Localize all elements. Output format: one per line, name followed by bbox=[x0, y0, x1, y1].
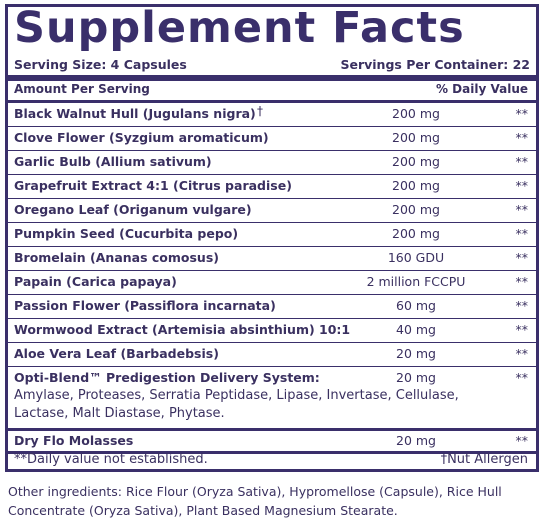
last-row-amount: 20 mg bbox=[396, 433, 436, 448]
ingredient-name: Pumpkin Seed (Cucurbita pepo) bbox=[14, 226, 239, 241]
ingredient-dv: ** bbox=[515, 226, 529, 241]
blend-row: Opti-Blend™ Predigestion Delivery System… bbox=[8, 367, 536, 429]
ingredient-amount: 200 mg bbox=[392, 202, 440, 217]
blend-description: Amylase, Proteases, Serratia Peptidase, … bbox=[14, 388, 459, 421]
servings-per-container: Servings Per Container: 22 bbox=[340, 57, 530, 72]
ingredient-dv: ** bbox=[515, 202, 529, 217]
ingredient-row: Papain (Carica papaya) 2 million FCCPU ** bbox=[8, 271, 536, 295]
header-divider bbox=[8, 100, 536, 103]
ingredient-dv: ** bbox=[515, 154, 529, 169]
footer-divider bbox=[8, 451, 536, 454]
serving-size: Serving Size: 4 Capsules bbox=[14, 57, 187, 72]
last-row-dv: ** bbox=[515, 433, 529, 448]
ingredient-dv: ** bbox=[515, 322, 529, 337]
ingredient-row: Black Walnut Hull (Jugulans nigra) † 200 m… bbox=[8, 103, 536, 127]
blend-name: Opti-Blend™ Predigestion Delivery System… bbox=[14, 370, 320, 385]
footnote-daily-value: **Daily value not established. bbox=[14, 452, 208, 467]
ingredient-amount: 60 mg bbox=[396, 298, 436, 313]
last-row: Dry Flo Molasses 20 mg ** bbox=[8, 430, 536, 453]
ingredient-amount: 200 mg bbox=[392, 106, 440, 121]
ingredient-row: Wormwood Extract (Artemisia absinthium) … bbox=[8, 319, 536, 343]
ingredient-amount: 200 mg bbox=[392, 226, 440, 241]
ingredient-row: Aloe Vera Leaf (Barbadebsis) 20 mg ** bbox=[8, 343, 536, 367]
supplement-facts-panel: Supplement Facts Serving Size: 4 Capsule… bbox=[5, 3, 539, 472]
ingredient-dv: ** bbox=[515, 178, 529, 193]
ingredient-amount: 200 mg bbox=[392, 154, 440, 169]
ingredient-dv: ** bbox=[515, 274, 529, 289]
ingredient-row: Garlic Bulb (Allium sativum) 200 mg ** bbox=[8, 151, 536, 175]
ingredient-amount: 200 mg bbox=[392, 178, 440, 193]
ingredient-amount: 20 mg bbox=[396, 346, 436, 361]
ingredient-row: Grapefruit Extract 4:1 (Citrus paradise)… bbox=[8, 175, 536, 199]
ingredient-name: Oregano Leaf (Origanum vulgare) bbox=[14, 202, 252, 217]
daily-value-header: % Daily Value bbox=[435, 82, 528, 96]
blend-divider bbox=[8, 428, 536, 431]
last-row-name: Dry Flo Molasses bbox=[14, 433, 134, 448]
ingredient-dv: ** bbox=[515, 250, 529, 265]
panel-title: Supplement Facts bbox=[14, 3, 465, 53]
ingredient-name: Clove Flower (Syzgium aromaticum) bbox=[14, 130, 269, 145]
ingredient-row: Oregano Leaf (Origanum vulgare) 200 mg ** bbox=[8, 199, 536, 223]
ingredient-dv: ** bbox=[515, 106, 529, 121]
ingredient-name: Bromelain (Ananas comosus) bbox=[14, 250, 219, 265]
ingredient-amount: 160 GDU bbox=[387, 250, 445, 265]
ingredient-name: Papain (Carica papaya) bbox=[14, 274, 177, 289]
ingredient-dv: ** bbox=[515, 298, 529, 313]
ingredient-name: Wormwood Extract (Artemisia absinthium) … bbox=[14, 322, 351, 337]
thick-divider bbox=[8, 75, 536, 81]
ingredient-row: Bromelain (Ananas comosus) 160 GDU ** bbox=[8, 247, 536, 271]
ingredient-name: Grapefruit Extract 4:1 (Citrus paradise) bbox=[14, 178, 292, 193]
ingredient-amount: 40 mg bbox=[396, 322, 436, 337]
blend-amount: 20 mg bbox=[396, 370, 436, 385]
nut-allergen-mark: † bbox=[257, 104, 263, 118]
blend-dv: ** bbox=[515, 370, 529, 385]
other-ingredients: Other ingredients: Rice Flour (Oryza Sat… bbox=[8, 484, 502, 518]
ingredient-name: Black Walnut Hull (Jugulans nigra) bbox=[14, 106, 256, 121]
ingredient-row: Passion Flower (Passiflora incarnata) 60 … bbox=[8, 295, 536, 319]
ingredient-row: Pumpkin Seed (Cucurbita pepo) 200 mg ** bbox=[8, 223, 536, 247]
ingredient-amount: 200 mg bbox=[392, 130, 440, 145]
ingredient-name: Passion Flower (Passiflora incarnata) bbox=[14, 298, 276, 313]
ingredient-dv: ** bbox=[515, 346, 529, 361]
ingredient-dv: ** bbox=[515, 130, 529, 145]
footnote-nut-allergen: †Nut Allergen bbox=[440, 452, 528, 467]
ingredient-name: Garlic Bulb (Allium sativum) bbox=[14, 154, 212, 169]
amount-per-serving-header: Amount Per Serving bbox=[14, 82, 150, 96]
ingredient-amount: 2 million FCCPU bbox=[366, 274, 466, 289]
ingredient-row: Clove Flower (Syzgium aromaticum) 200 mg *… bbox=[8, 127, 536, 151]
ingredient-name: Aloe Vera Leaf (Barbadebsis) bbox=[14, 346, 219, 361]
